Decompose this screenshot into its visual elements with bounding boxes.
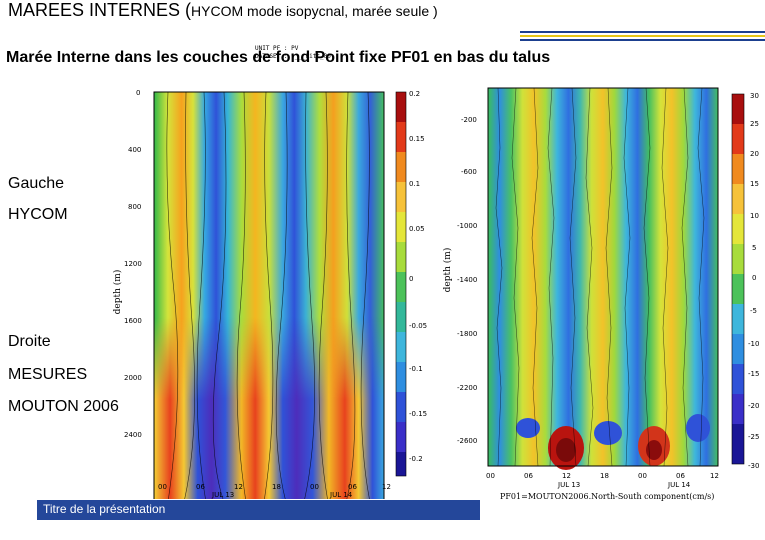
right-cbar-tick: 5 [752, 244, 757, 252]
right-ytick: -1800 [457, 330, 478, 338]
header-overlay [102, 34, 257, 64]
left-ytick: 1200 [124, 260, 142, 268]
left-xtick: 06 [348, 483, 357, 491]
left-cbar-tick: 0.05 [409, 225, 425, 233]
left-xtick: 06 [196, 483, 205, 491]
right-xtick: 06 [676, 472, 685, 480]
right-cbar-tick: -20 [748, 402, 760, 410]
left-ytick: 1600 [124, 317, 142, 325]
left-date: JUL 14 [330, 491, 353, 499]
right-cbar-tick: 30 [750, 92, 759, 100]
left-cbar-tick: 0.15 [409, 135, 425, 143]
left-ylabel: depth (m) [112, 270, 123, 315]
header-stripe-yellow [520, 35, 765, 37]
right-xtick: 12 [562, 472, 571, 480]
right-cbar-tick: 25 [750, 120, 759, 128]
label-droite: Droite [8, 333, 51, 350]
right-ytick: -200 [461, 116, 477, 124]
right-ytick: -1400 [457, 276, 478, 284]
right-cbar-tick: 15 [750, 180, 759, 188]
hycom-velocity-plot: UNIT PF : PV DATASET : v___Fitt_00 depth… [102, 34, 407, 499]
left-cbar-tick: 0.1 [409, 180, 421, 188]
right-cbar-tick: 0 [752, 274, 757, 282]
left-cbar-tick: 0.2 [409, 90, 421, 98]
right-cbar-tick: -10 [748, 340, 760, 348]
right-xtick: 12 [710, 472, 719, 480]
footer-bar [37, 500, 480, 520]
right-cbar-tick: -5 [750, 307, 757, 315]
slide-subtitle: Marée Interne dans les couches de fond P… [6, 49, 551, 66]
left-cbar-tick: 0 [409, 275, 414, 283]
right-date: JUL 13 [558, 481, 581, 489]
left-cbar-tick: -0.2 [409, 455, 423, 463]
right-xtick: 00 [638, 472, 647, 480]
left-cbar-tick: -0.15 [409, 410, 428, 418]
svg-text:UNIT PF : PV: UNIT PF : PV [255, 45, 299, 52]
left-ytick: 400 [128, 146, 142, 154]
left-xtick: 00 [310, 483, 319, 491]
label-mouton-2006: MOUTON 2006 [8, 398, 119, 415]
left-xtick: 00 [158, 483, 167, 491]
left-xtick: 12 [234, 483, 243, 491]
label-hycom: HYCOM [8, 206, 68, 223]
left-cbar-tick: -0.1 [409, 365, 423, 373]
mouton-measurement-plot: depth (m) [442, 87, 745, 470]
left-ytick: 2400 [124, 431, 142, 439]
right-ytick: -2200 [457, 384, 478, 392]
slide-title-detail: HYCOM mode isopycnal, marée seule ) [191, 3, 438, 19]
left-date: JUL 13 [212, 491, 235, 499]
right-ytick: -1000 [457, 222, 478, 230]
right-cbar-tick: -15 [748, 370, 760, 378]
header-stripe-blue-2 [520, 39, 765, 41]
footer-title: Titre de la présentation [43, 502, 166, 516]
right-cbar-tick: -30 [748, 462, 760, 470]
right-xtick: 18 [600, 472, 609, 480]
header-stripe-blue [520, 31, 765, 33]
left-ytick: 800 [128, 203, 142, 211]
slide-title-main: MAREES INTERNES ( [8, 0, 192, 20]
left-ytick: 0 [136, 89, 141, 97]
label-gauche: Gauche [8, 175, 65, 192]
left-xtick: 18 [272, 483, 281, 491]
right-cbar-tick: -25 [748, 433, 760, 441]
right-date: JUL 14 [668, 481, 691, 489]
svg-text:DATASET : v___Fitt_00: DATASET : v___Fitt_00 [255, 53, 331, 60]
right-cbar-tick: 20 [750, 150, 759, 158]
label-mesures: MESURES [8, 366, 88, 383]
right-ytick: -600 [461, 168, 477, 176]
right-ylabel: depth (m) [442, 248, 453, 293]
left-xtick: 12 [382, 483, 391, 491]
right-xtick: 06 [524, 472, 533, 480]
right-xtick: 00 [486, 472, 495, 480]
slide-title: MAREES INTERNES (HYCOM mode isopycnal, m… [8, 0, 438, 21]
right-ytick: -2600 [457, 437, 478, 445]
right-cbar-tick: 10 [750, 212, 759, 220]
left-ytick: 2000 [124, 374, 142, 382]
right-caption: PF01=MOUTON2006.North-South component(cm… [500, 492, 715, 501]
left-cbar-tick: -0.05 [409, 322, 428, 330]
